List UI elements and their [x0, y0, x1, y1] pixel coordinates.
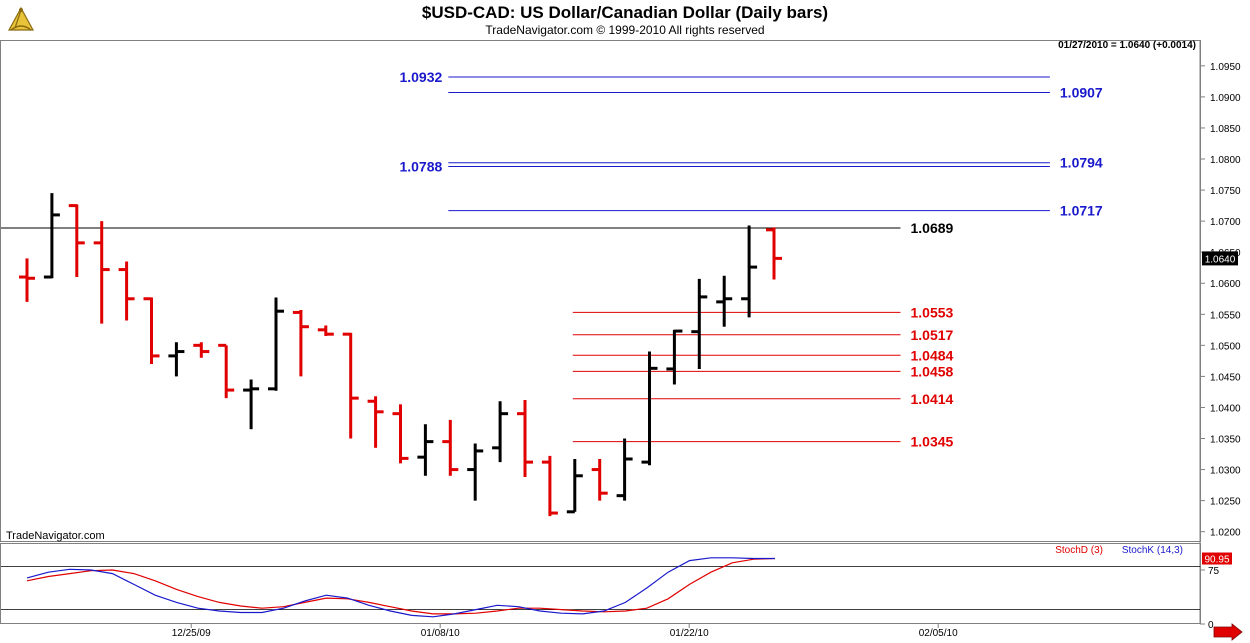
level-label: 1.0484: [911, 347, 954, 363]
y-tick-label: 1.0700: [1210, 217, 1241, 228]
ohlc-bar: [193, 342, 210, 358]
ohlc-bar: [716, 275, 733, 327]
chart-header: $USD-CAD: US Dollar/Canadian Dollar (Dai…: [0, 0, 1250, 40]
level-label: 1.0689: [911, 220, 954, 236]
ohlc-bar: [118, 261, 135, 321]
last-value-box: [1202, 552, 1232, 565]
ohlc-bar: [143, 297, 160, 364]
date-axis: 12/25/09 01/08/10 01/22/10 02/05/10: [172, 624, 958, 639]
level-label: 1.0717: [1060, 203, 1103, 219]
ohlc-bar: [417, 424, 434, 476]
last-price-label: 1.0640: [1205, 254, 1236, 265]
x-tick-label: 02/05/10: [919, 628, 958, 639]
ohlc-bar: [317, 325, 334, 337]
ohlc-bar: [68, 204, 85, 278]
y-tick-label: 1.0350: [1210, 435, 1241, 446]
level-label: 1.0553: [911, 304, 954, 320]
level-label: 1.0414: [911, 391, 954, 407]
ohlc-bar: [541, 455, 558, 517]
ohlc-bar: [666, 329, 683, 385]
ohlc-bar: [691, 278, 708, 369]
legend-stoch-k: StochK (14,3): [1122, 545, 1183, 556]
price-y-axis: 1.0950 1.0900 1.0850 1.0800 1.0750 1.0700 1.06…: [1200, 62, 1241, 539]
y-tick-label: 1.0450: [1210, 372, 1241, 383]
ohlc-bar: [93, 221, 110, 324]
price-bars: [19, 193, 782, 517]
stochastic-lines: [1, 557, 1200, 618]
x-tick-label: 01/08/10: [421, 628, 460, 639]
ohlc-bar: [342, 332, 359, 439]
ohlc-bar: [492, 401, 509, 463]
ohlc-bar: [766, 227, 782, 280]
y-tick-label: 75: [1208, 566, 1220, 577]
y-tick-label: 1.0500: [1210, 341, 1241, 352]
y-tick-label: 1.0750: [1210, 186, 1241, 197]
stochastic-y-axis: 75 0 90.95: [1200, 552, 1232, 631]
last-price-box: [1202, 251, 1238, 266]
level-label: 1.0345: [911, 434, 954, 450]
ohlc-bar: [467, 443, 484, 501]
level-label: 1.0794: [1060, 155, 1103, 171]
level-label: 1.0788: [399, 158, 442, 174]
stoch-series-line: [26, 557, 776, 615]
y-tick-label: 1.0950: [1210, 62, 1241, 73]
y-tick-label: 1.0850: [1210, 124, 1241, 135]
y-tick-label: 1.0250: [1210, 497, 1241, 508]
quote-readout: 01/27/2010 = 1.0640 (+0.0014): [1058, 40, 1196, 51]
legend-stoch-d: StochD (3): [1055, 545, 1103, 556]
last-price-marker: 1.0640: [1202, 251, 1238, 266]
ohlc-bar: [442, 419, 459, 476]
ohlc-bar: [19, 258, 35, 302]
watermark-text: TradeNavigator.com: [6, 530, 105, 542]
ohlc-bar: [591, 459, 608, 501]
y-tick-label: 1.0800: [1210, 155, 1241, 166]
ohlc-bar: [392, 404, 409, 464]
stoch-series-line: [26, 557, 775, 618]
ohlc-bar: [43, 193, 60, 279]
chart-copyright: TradeNavigator.com © 1999-2010 All right…: [485, 23, 765, 37]
y-tick-label: 1.0200: [1210, 528, 1241, 539]
ohlc-bar: [218, 343, 235, 399]
price-levels: 1.0932 1.0907 1.0788 1.0794 1.0717 1.0689 1.05…: [1, 69, 1103, 450]
ohlc-bar: [168, 342, 185, 377]
ohlc-bar: [517, 400, 533, 478]
ohlc-bar: [641, 351, 658, 466]
y-tick-label: 1.0400: [1210, 403, 1241, 414]
x-tick-label: 01/22/10: [670, 628, 709, 639]
ohlc-bar: [243, 379, 260, 430]
ohlc-bar: [292, 309, 309, 377]
level-label: 1.0458: [911, 363, 954, 379]
y-tick-label: 1.0550: [1210, 310, 1241, 321]
ohlc-bar: [616, 438, 633, 501]
chart-title: $USD-CAD: US Dollar/Canadian Dollar (Dai…: [421, 3, 829, 22]
ohlc-bar: [268, 297, 284, 391]
x-tick-label: 12/25/09: [172, 628, 211, 639]
y-tick-label: 1.0600: [1210, 279, 1241, 290]
level-label: 1.0517: [911, 327, 954, 343]
y-tick-label: 1.0900: [1210, 93, 1241, 104]
ohlc-bar: [741, 225, 758, 318]
ohlc-bar: [566, 459, 583, 514]
last-value-label: 90.95: [1204, 555, 1229, 566]
level-label: 1.0907: [1060, 85, 1103, 101]
scroll-right-arrow-icon[interactable]: [1213, 623, 1243, 641]
ohlc-bar: [367, 396, 384, 448]
stochastic-legend: StochD (3) StochK (14,3): [1055, 545, 1183, 556]
y-tick-label: 0: [1208, 620, 1214, 631]
y-tick-label: 1.0300: [1210, 466, 1241, 477]
level-label: 1.0932: [399, 69, 442, 85]
sextant-logo-icon[interactable]: [5, 4, 37, 36]
